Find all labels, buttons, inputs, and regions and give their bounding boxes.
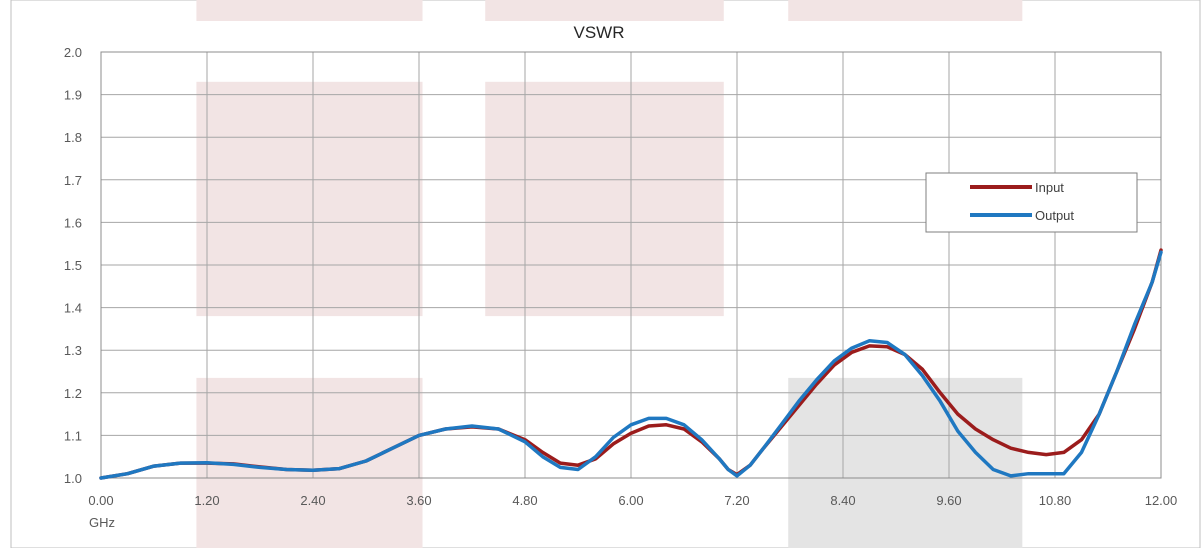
x-tick-label: 1.20: [194, 493, 219, 508]
background-band-1: [485, 81, 724, 317]
x-tick-label: 9.60: [936, 493, 961, 508]
tick-labels: 0.00 1.20 2.40 3.60 4.80 6.00 7.20 8.40 9.60 10.8…: [64, 45, 1177, 508]
y-tick-label: 1.5: [64, 258, 82, 273]
x-tick-label: 3.60: [406, 493, 431, 508]
chart-title: VSWR: [574, 23, 625, 42]
x-tick-label: 8.40: [830, 493, 855, 508]
x-tick-label: 10.80: [1039, 493, 1072, 508]
legend-box: [925, 172, 1138, 233]
series-line-output: [99, 250, 1163, 480]
y-tick-label: 2.0: [64, 45, 82, 60]
background-band-top-2: [788, 0, 1023, 21]
x-tick-label: 0.00: [88, 493, 113, 508]
background-band-top-1: [485, 0, 724, 21]
y-tick-label: 1.8: [64, 130, 82, 145]
legend: Input Output: [925, 172, 1138, 233]
y-tick-label: 1.3: [64, 343, 82, 358]
series-layer: [99, 248, 1163, 480]
legend-label-input: Input: [1035, 180, 1064, 195]
x-tick-label: 4.80: [512, 493, 537, 508]
background-band-top-0: [196, 0, 423, 21]
x-tick-label: 6.00: [618, 493, 643, 508]
x-tick-label: 12.00: [1145, 493, 1178, 508]
background-band-0: [196, 81, 423, 317]
y-tick-label: 1.1: [64, 428, 82, 443]
y-tick-label: 1.9: [64, 88, 82, 103]
x-tick-label: 2.40: [300, 493, 325, 508]
legend-label-output: Output: [1035, 208, 1074, 223]
x-axis-label: GHz: [89, 515, 115, 530]
y-tick-label: 1.2: [64, 386, 82, 401]
x-tick-label: 7.20: [724, 493, 749, 508]
y-tick-label: 1.4: [64, 301, 82, 316]
plot-area-border: [100, 51, 1162, 479]
y-tick-label: 1.0: [64, 471, 82, 486]
y-tick-label: 1.6: [64, 215, 82, 230]
y-tick-label: 1.7: [64, 173, 82, 188]
background-band-3: [788, 377, 1023, 548]
